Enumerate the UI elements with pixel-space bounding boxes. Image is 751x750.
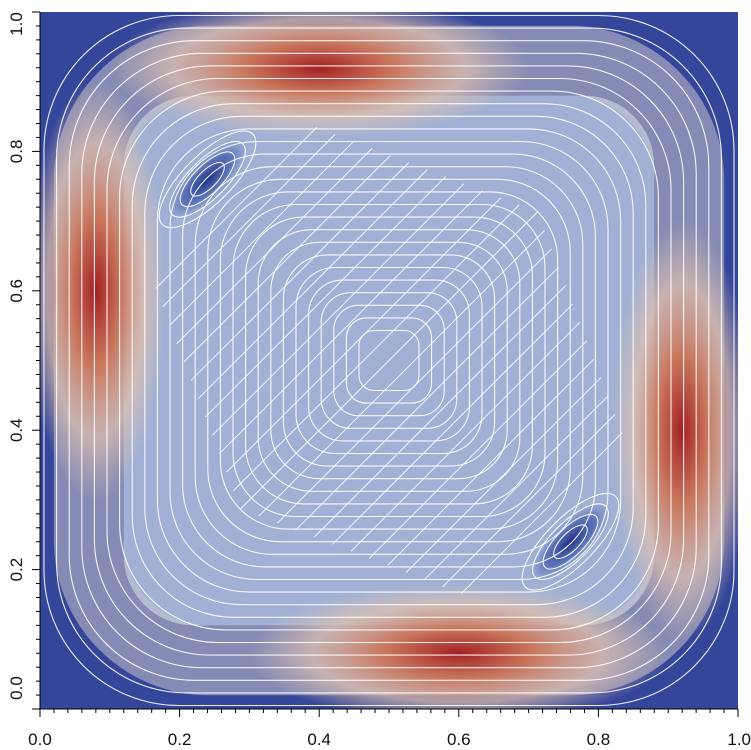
y-tick-label: 0.0: [7, 676, 26, 700]
streamline: [232, 203, 546, 518]
streamline: [194, 166, 584, 555]
streamline: [119, 90, 659, 631]
hotspot: [109, 12, 530, 138]
streamline: [345, 317, 433, 404]
eddy-streamline: [169, 140, 246, 218]
streamline: [333, 304, 445, 417]
streamline: [368, 340, 588, 559]
eddy-streamline: [532, 503, 609, 581]
streamline: [270, 241, 508, 480]
streamline: [226, 197, 502, 473]
eddy-streamline: [179, 151, 236, 208]
streamline: [308, 279, 470, 442]
streamline: [387, 358, 595, 566]
streamline: [258, 230, 545, 517]
streamline: [176, 148, 373, 344]
streamline: [233, 204, 520, 491]
streamline: [56, 27, 722, 694]
eddy-streamline: [190, 161, 225, 197]
y-tick-label: 0.2: [7, 558, 26, 582]
streamline: [276, 248, 552, 524]
streamline: [282, 254, 496, 467]
streamline: [156, 128, 622, 593]
hotspot: [248, 583, 669, 709]
eddy-streamline: [553, 524, 588, 560]
streamline: [423, 395, 609, 581]
streamline: [190, 162, 410, 381]
streamline: [81, 52, 697, 669]
streamline: [131, 103, 647, 618]
streamline: [320, 292, 458, 429]
streamline: [350, 321, 581, 552]
streamline: [460, 432, 623, 595]
x-tick-label: 0.6: [447, 730, 471, 749]
streamline: [332, 303, 574, 545]
streamline: [257, 229, 521, 492]
streamline: [295, 266, 560, 531]
streamline: [204, 176, 446, 418]
x-tick-label: 0.8: [587, 730, 611, 749]
streamline: [245, 216, 533, 505]
streamline: [197, 169, 428, 400]
streamline: [207, 178, 571, 543]
streamline: [43, 14, 735, 707]
y-tick-label: 0.8: [7, 140, 26, 164]
streamline: [358, 329, 420, 392]
y-tick-label: 1.0: [7, 12, 26, 36]
streamline: [162, 133, 336, 308]
vortex-core: [529, 500, 612, 584]
streamline: [405, 377, 602, 573]
streamline: [240, 211, 538, 510]
x-tick-label: 0.0: [28, 730, 52, 749]
streamline: [106, 77, 672, 644]
x-tick-label: 0.2: [168, 730, 192, 749]
x-tick-label: 1.0: [727, 730, 751, 749]
streamline: [295, 266, 483, 455]
streamline: [93, 65, 685, 656]
streamline: [68, 40, 710, 681]
eddy-streamline: [158, 130, 257, 229]
streamline: [169, 140, 355, 326]
y-tick-label: 0.6: [7, 279, 26, 303]
vortex-core: [166, 137, 249, 221]
x-tick-label: 0.4: [307, 730, 331, 749]
streamline: [183, 155, 391, 363]
streamline: [211, 183, 465, 436]
streamline: [155, 126, 318, 289]
streamline: [144, 115, 634, 606]
streamline: [182, 153, 596, 568]
eddy-streamline: [521, 492, 620, 591]
y-tick-label: 0.4: [7, 418, 26, 442]
streamline: [442, 413, 616, 588]
streamline: [313, 285, 567, 538]
streamline: [169, 140, 609, 581]
streamline: [219, 191, 559, 530]
eddy-streamline: [542, 513, 599, 570]
streamline: [218, 190, 483, 455]
